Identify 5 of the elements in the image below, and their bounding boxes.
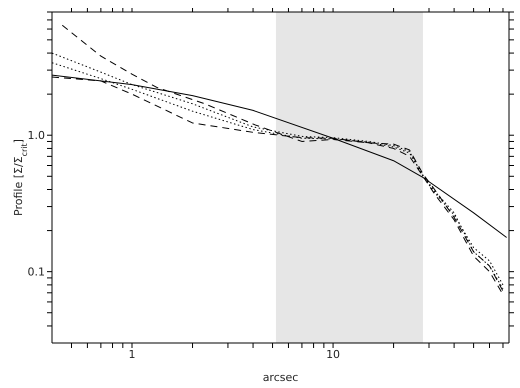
x-tick-label: 10 <box>326 348 340 361</box>
y-tick-label: 1.0 <box>28 129 45 142</box>
x-axis-title: arcsec <box>262 371 298 384</box>
y-tick-label: 0.1 <box>28 266 45 279</box>
x-tick-label: 1 <box>128 348 136 361</box>
